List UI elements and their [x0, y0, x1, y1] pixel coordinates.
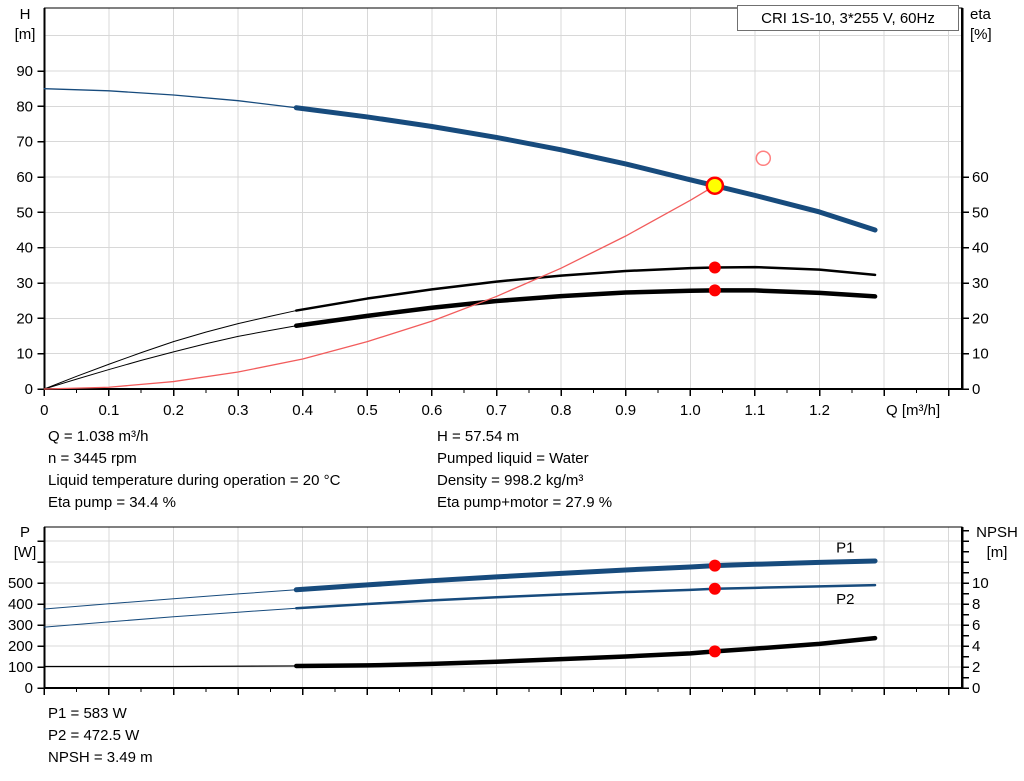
q-axis-tick-label: 0.8	[551, 402, 572, 419]
q-axis-tick-label: 0.4	[292, 402, 313, 419]
p-axis-unit: [W]	[14, 544, 37, 561]
h-axis-unit: [m]	[15, 26, 36, 43]
p1-curve	[293, 558, 878, 593]
h-axis-tick-label: 30	[16, 275, 33, 292]
npsh-axis-tick-label: 8	[972, 596, 980, 613]
info-line-density: Density = 998.2 kg/m³	[437, 472, 584, 489]
eta-axis-tick-label: 10	[972, 346, 989, 363]
npsh-axis-tick-label: 10	[972, 575, 989, 592]
eta-pump-motor-curve	[293, 288, 878, 329]
h-axis-tick-label: 70	[16, 134, 33, 151]
q-axis-tick-label: 1.0	[680, 402, 701, 419]
info-line-eta-pump: Eta pump = 34.4 %	[48, 494, 176, 511]
curve-label-p2: P2	[836, 591, 854, 608]
info-line-liquid: Pumped liquid = Water	[437, 450, 589, 467]
npsh-axis-tick-label: 2	[972, 659, 980, 676]
eta-axis-tick-label: 0	[972, 381, 980, 398]
info-line-h: H = 57.54 m	[437, 428, 520, 445]
info-line-temperature: Liquid temperature during operation = 20…	[48, 472, 341, 489]
p-axis-tick-label: 100	[8, 659, 33, 676]
qh-chart-frame	[43, 7, 963, 390]
duty-info-left: Q = 1.038 m³/h n = 3445 rpm Liquid tempe…	[48, 426, 340, 514]
eta-axis-tick-label: 30	[972, 275, 989, 292]
info-line-eta-pump-motor: Eta pump+motor = 27.9 %	[437, 494, 613, 511]
p2-curve	[294, 583, 877, 610]
npsh-axis-tick-label: 4	[972, 638, 980, 655]
p-axis-tick-label: 200	[8, 638, 33, 655]
eta-pump-point	[708, 261, 721, 274]
eta-pump-curve	[294, 265, 877, 312]
npsh-axis-tick-label: 6	[972, 617, 980, 634]
eta-axis-tick-label: 50	[972, 204, 989, 221]
duty-point	[705, 176, 725, 195]
q-axis-tick-label: 0.1	[98, 402, 119, 419]
npsh-axis-unit: [m]	[987, 544, 1008, 561]
p2-curve-full	[43, 607, 297, 628]
h-axis-tick-label: 50	[16, 204, 33, 221]
npsh-curve	[293, 635, 878, 669]
eta-pump-motor-point	[708, 284, 721, 297]
h-axis-title: H	[20, 6, 31, 23]
npsh-curve-full	[43, 665, 297, 668]
npsh-axis-title: NPSH	[976, 524, 1018, 541]
qh-curve-full	[43, 88, 297, 109]
eta-pump-curve-full	[43, 310, 297, 390]
p1-point	[708, 559, 721, 572]
p-axis-title: P	[20, 524, 30, 541]
h-axis-tick-label: 20	[16, 310, 33, 327]
q-axis-tick-label: 0.7	[486, 402, 507, 419]
system-curve	[43, 185, 716, 390]
eta-pump-motor-curve-full	[43, 325, 297, 390]
p1-curve-full	[43, 589, 297, 610]
q-axis-tick-label: 1.1	[744, 402, 765, 419]
target-point-hollow	[755, 150, 772, 167]
eta-axis-title: eta	[970, 6, 992, 23]
power-info: P1 = 583 W P2 = 472.5 W NPSH = 3.49 m	[48, 703, 153, 769]
info-line-p2: P2 = 472.5 W	[48, 727, 140, 744]
info-line-n: n = 3445 rpm	[48, 450, 137, 467]
info-line-q: Q = 1.038 m³/h	[48, 428, 149, 445]
q-axis-tick-label: 0.6	[421, 402, 442, 419]
h-axis-tick-label: 40	[16, 240, 33, 257]
info-line-p1: P1 = 583 W	[48, 705, 127, 722]
h-axis-tick-label: 0	[25, 381, 33, 398]
q-axis-tick-label: 0.9	[615, 402, 636, 419]
npsh-point	[708, 645, 721, 658]
eta-axis-tick-label: 40	[972, 240, 989, 257]
p-axis-tick-label: 300	[8, 617, 33, 634]
eta-axis-unit: [%]	[970, 26, 992, 43]
eta-axis-tick-label: 60	[972, 169, 989, 186]
h-axis-tick-label: 80	[16, 98, 33, 115]
p2-point	[708, 582, 721, 595]
p-axis-tick-label: 400	[8, 596, 33, 613]
qh-curve	[293, 105, 878, 233]
q-axis-tick-label: 0.5	[357, 402, 378, 419]
h-axis-tick-label: 10	[16, 346, 33, 363]
p-axis-tick-label: 500	[8, 575, 33, 592]
duty-info-right: H = 57.54 m Pumped liquid = Water Densit…	[437, 426, 612, 514]
q-axis-title: Q [m³/h]	[886, 402, 940, 419]
pump-title: CRI 1S-10, 3*255 V, 60Hz	[761, 9, 935, 27]
h-axis-tick-label: 60	[16, 169, 33, 186]
npsh-axis-tick-label: 0	[972, 680, 980, 697]
q-axis-tick-label: 0.2	[163, 402, 184, 419]
power-chart-frame	[43, 526, 963, 689]
info-line-npsh: NPSH = 3.49 m	[48, 749, 153, 766]
h-axis-tick-label: 90	[16, 63, 33, 80]
p-axis-tick-label: 0	[25, 680, 33, 697]
pump-title-box: CRI 1S-10, 3*255 V, 60Hz	[737, 5, 959, 31]
q-axis-tick-label: 1.2	[809, 402, 830, 419]
q-axis-tick-label: 0	[40, 402, 48, 419]
q-axis-tick-label: 0.3	[228, 402, 249, 419]
curve-label-p1: P1	[836, 540, 854, 557]
eta-axis-tick-label: 20	[972, 310, 989, 327]
